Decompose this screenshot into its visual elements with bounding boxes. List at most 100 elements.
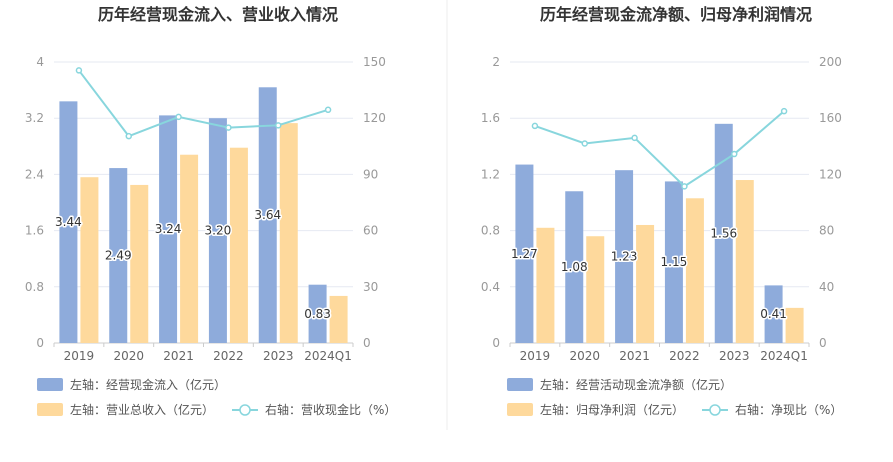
- bar-2023: [714, 123, 733, 343]
- x-axis-tick: 2024Q1: [304, 349, 352, 363]
- bar-data-label: 1.27: [511, 247, 538, 261]
- ratio-point: [75, 67, 83, 74]
- left-axis-tick: 1.6: [25, 224, 44, 238]
- bar-data-label: 1.56: [710, 226, 737, 240]
- bar-2022: [208, 118, 227, 343]
- x-axis-tick: 2020: [569, 349, 600, 363]
- bar-data-label: 2.49: [105, 249, 132, 263]
- bar-data-label: 0.83: [304, 307, 331, 321]
- right-axis-tick: 0: [819, 336, 827, 350]
- bar-2019: [59, 101, 78, 343]
- bar-data-label: 3.44: [55, 215, 82, 229]
- ratio-point: [175, 113, 182, 121]
- bar-data-label: 3.20: [205, 224, 232, 238]
- bar-2024Q1: [308, 284, 327, 343]
- x-axis-tick: 2022: [669, 349, 700, 363]
- ratio-point: [225, 124, 232, 131]
- x-axis-tick: 2021: [163, 349, 194, 363]
- legend-swatch-bar2: [37, 403, 63, 416]
- x-axis-tick: 2019: [520, 349, 551, 363]
- left-axis-tick: 4: [36, 55, 44, 69]
- bar-2019: [80, 177, 99, 343]
- right-axis-tick: 120: [819, 167, 842, 181]
- bar-2020: [130, 184, 149, 343]
- legend-label: 右轴：营收现金比（%）: [265, 402, 396, 417]
- bar-data-label: 1.08: [561, 260, 588, 274]
- right-axis-tick: 200: [819, 55, 842, 69]
- bar-2021: [159, 115, 178, 343]
- legend-label: 左轴：营业总收入（亿元）: [70, 402, 214, 417]
- left-axis-tick: 0.4: [481, 280, 500, 294]
- x-axis-tick: 2021: [619, 349, 650, 363]
- bar-data-label: 1.23: [611, 250, 638, 264]
- bar-2021: [636, 224, 655, 343]
- chart-title: 历年经营现金流入、营业收入情况: [98, 5, 338, 24]
- bar-2023: [735, 180, 754, 343]
- right-axis-tick: 60: [363, 224, 378, 238]
- x-axis-tick: 2024Q1: [760, 349, 808, 363]
- right-axis-tick: 30: [363, 280, 378, 294]
- bar-2020: [565, 191, 584, 343]
- x-axis-tick: 2023: [719, 349, 750, 363]
- right-axis-tick: 160: [819, 111, 842, 125]
- x-axis-tick: 2023: [263, 349, 294, 363]
- x-axis-tick: 2020: [113, 349, 144, 363]
- right-axis-tick: 40: [819, 280, 834, 294]
- legend-swatch-bar1: [37, 378, 63, 391]
- bar-2019: [515, 164, 534, 343]
- ratio-point: [681, 183, 688, 190]
- bar-data-label: 1.15: [661, 255, 688, 269]
- right-axis-tick: 150: [363, 55, 386, 69]
- left-axis-tick: 3.2: [25, 111, 44, 125]
- left-axis-tick: 1.2: [481, 167, 500, 181]
- left-axis-tick: 0: [36, 336, 44, 350]
- bar-2020: [586, 236, 605, 343]
- left-axis-tick: 2: [492, 55, 500, 69]
- right-axis-tick: 90: [363, 167, 378, 181]
- left-axis-tick: 2.4: [25, 167, 44, 181]
- legend-label: 左轴：经营现金流入（亿元）: [70, 377, 226, 392]
- cash-inflow-revenue-chart: 历年经营现金流入、营业收入情况00.81.62.43.2403060901201…: [25, 5, 397, 417]
- right-axis-tick: 0: [363, 336, 371, 350]
- ratio-line: [534, 110, 785, 188]
- ratio-point: [581, 140, 588, 147]
- bar-2024Q1: [785, 307, 804, 343]
- bar-2023: [258, 87, 277, 343]
- bar-2021: [615, 170, 634, 343]
- left-axis-tick: 1.6: [481, 111, 500, 125]
- ratio-point: [324, 106, 332, 114]
- right-axis-tick: 120: [363, 111, 386, 125]
- bar-2024Q1: [764, 285, 783, 343]
- x-axis-tick: 2022: [213, 349, 244, 363]
- x-axis-tick: 2019: [64, 349, 95, 363]
- bar-data-label: 3.24: [155, 222, 182, 236]
- left-axis-tick: 0.8: [25, 280, 44, 294]
- net-cashflow-profit-chart: 历年经营现金流净额、归母净利润情况 0 0.4 0.8 1.2 1.6 2 0 40 80 120 1…: [481, 5, 843, 417]
- ratio-point: [731, 150, 738, 158]
- bar-2024Q1: [329, 295, 348, 343]
- bar-2021: [180, 154, 199, 343]
- legend-label: 左轴：经营活动现金流净额（亿元）: [540, 377, 732, 392]
- legend-swatch-bar1: [507, 378, 533, 391]
- bar-data-label: 0.41: [760, 307, 787, 321]
- ratio-point: [631, 134, 638, 142]
- chart-title: 历年经营现金流净额、归母净利润情况: [540, 5, 812, 24]
- bar-2022: [685, 198, 704, 343]
- legend-label: 右轴：净现比（%）: [735, 402, 842, 417]
- ratio-point: [275, 122, 282, 129]
- legend-swatch-line-marker: [239, 404, 251, 416]
- ratio-line: [78, 69, 329, 138]
- legend-swatch-line-marker: [709, 404, 721, 416]
- bar-2022: [229, 147, 248, 343]
- bar-2023: [279, 123, 298, 344]
- right-axis-tick: 80: [819, 224, 834, 238]
- bar-2022: [664, 181, 683, 343]
- bar-2019: [536, 227, 555, 343]
- left-axis-tick: 0.8: [481, 224, 500, 238]
- ratio-point: [531, 122, 539, 130]
- legend-swatch-bar2: [507, 403, 533, 416]
- left-axis-tick: 0: [492, 336, 500, 350]
- bar-2020: [109, 168, 128, 343]
